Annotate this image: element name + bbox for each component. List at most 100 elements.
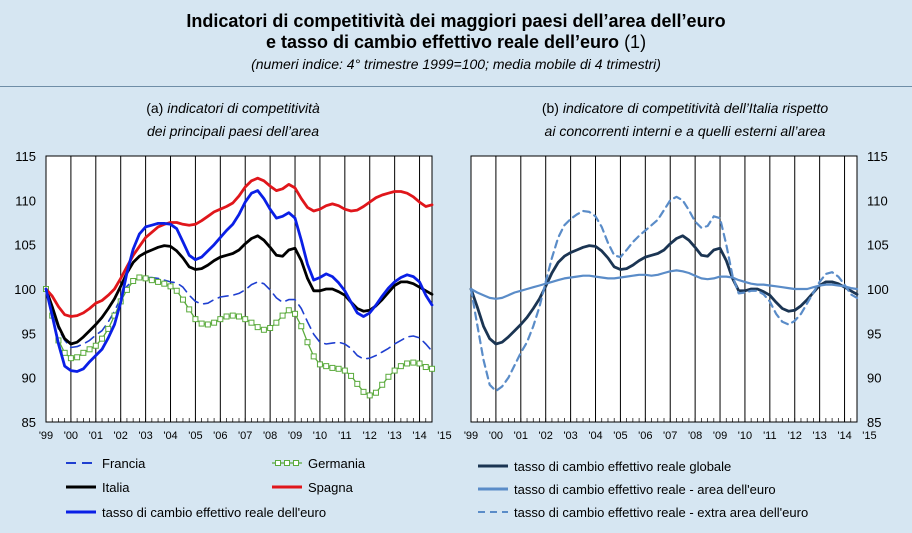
panel-b-x-tick-label: '00 xyxy=(489,430,503,442)
series-marker-germania xyxy=(161,280,168,287)
panel-a-x-tick-label: '07 xyxy=(238,430,252,442)
panel-b-x-tick-label: '15 xyxy=(862,430,876,442)
legend-label-euro: tasso di cambio effettivo reale dell'eur… xyxy=(102,505,326,520)
panel-b-x-tick-label: '12 xyxy=(788,430,802,442)
panel-a-y-tick-label: 105 xyxy=(14,238,36,253)
series-marker-germania xyxy=(285,307,292,314)
series-marker-germania xyxy=(236,313,242,320)
series-marker-germania xyxy=(422,364,429,371)
series-marker-germania xyxy=(335,365,342,372)
panel-b: 85 90 95 100 105 110 115 '99 '00 '01 '02 '03 '04 '05 '… xyxy=(464,149,889,442)
series-marker-germania xyxy=(99,335,106,342)
series-marker-germania xyxy=(354,380,361,387)
panel-b-title-line1: (b) indicatore di competitività dell’Ita… xyxy=(542,100,829,116)
series-marker-germania xyxy=(348,372,355,379)
series-marker-germania xyxy=(323,363,330,370)
series-marker-germania xyxy=(155,278,162,285)
legend-marker-germania xyxy=(293,460,299,466)
series-marker-germania xyxy=(186,306,193,313)
panel-b-x-tick-label: '11 xyxy=(763,430,777,442)
panel-a-x-tick-label: '05 xyxy=(188,430,202,442)
header-divider xyxy=(0,86,912,87)
series-marker-germania xyxy=(310,353,317,360)
panel-a-x-tick-label: '04 xyxy=(163,430,177,442)
panel-a-x-tick-label: '09 xyxy=(288,430,302,442)
panel-a-title-line2: dei principali paesi dell’area xyxy=(147,123,319,139)
panel-a-x-tick-label: '13 xyxy=(387,430,401,442)
series-marker-germania xyxy=(391,367,398,374)
panel-b-x-tick-label: '99 xyxy=(464,430,478,442)
series-marker-germania xyxy=(86,346,93,353)
panel-b-y-tick-label: 100 xyxy=(867,282,889,297)
series-marker-germania xyxy=(179,296,186,303)
panel-a-y-tick-label: 95 xyxy=(22,326,36,341)
legend-label-spagna: Spagna xyxy=(308,480,354,495)
legend-label-extra: tasso di cambio effettivo reale - extra … xyxy=(514,505,808,520)
legend-marker-germania xyxy=(284,460,290,466)
series-marker-germania xyxy=(397,363,404,370)
panel-a-title-prefix: (a) xyxy=(146,100,163,116)
series-line-globale xyxy=(469,234,859,346)
panel-b-title-line2: ai concorrenti interni e a quelli estern… xyxy=(545,123,826,139)
panel-b-y-tick-label: 85 xyxy=(867,415,881,430)
panel-b-y-tick-label: 90 xyxy=(867,371,881,386)
legend-label-globale: tasso di cambio effettivo reale globale xyxy=(514,459,731,474)
title-line2-text: e tasso di cambio effettivo reale dell’e… xyxy=(265,32,620,52)
panel-b-x-tick-label: '09 xyxy=(713,430,727,442)
panel-b-x-tick-label: '02 xyxy=(539,430,553,442)
panel-b-y-tick-label: 110 xyxy=(867,193,888,208)
panel-a-x-tick-label: '02 xyxy=(114,430,128,442)
legend-a: Francia Germania Italia Spagna tasso di camb… xyxy=(66,456,366,520)
panel-b-x-tick-label: '13 xyxy=(812,430,826,442)
series-marker-germania xyxy=(410,359,417,366)
panel-a-x-tick-label: '00 xyxy=(64,430,78,442)
series-marker-germania xyxy=(341,367,348,374)
series-marker-germania xyxy=(292,310,299,317)
legend-label-germania: Germania xyxy=(308,456,366,471)
series-marker-germania xyxy=(298,323,305,330)
series-marker-germania xyxy=(242,316,249,323)
panel-b-y-tick-label: 115 xyxy=(867,149,888,164)
legend-label-area: tasso di cambio effettivo reale - area d… xyxy=(514,482,776,497)
panel-b-x-tick-label: '01 xyxy=(514,430,528,442)
series-line-italia xyxy=(44,234,434,346)
series-line-francia xyxy=(45,276,433,360)
figure-title-line2: e tasso di cambio effettivo reale dell’e… xyxy=(0,32,912,53)
series-marker-germania xyxy=(67,355,74,362)
panel-b-title-prefix: (b) xyxy=(542,100,559,116)
series-marker-germania xyxy=(136,274,143,281)
panel-b-x-tick-label: '04 xyxy=(588,430,602,442)
series-line-extra xyxy=(469,195,859,393)
series-marker-germania xyxy=(416,360,423,367)
figure-title-line1: Indicatori di competitività dei maggiori… xyxy=(186,11,726,31)
panel-a-y-tick-label: 115 xyxy=(15,149,36,164)
series-marker-germania xyxy=(61,349,68,356)
series-marker-germania xyxy=(192,316,199,323)
series-marker-germania xyxy=(429,365,435,372)
panel-a-x-tick-label: '03 xyxy=(138,430,152,442)
series-marker-germania xyxy=(366,392,373,399)
series-marker-germania xyxy=(379,381,386,388)
panel-b-title-text: indicatore di competitività dell’Italia … xyxy=(563,100,829,116)
series-marker-germania xyxy=(248,319,255,326)
series-marker-germania xyxy=(92,342,99,349)
series-marker-germania xyxy=(105,325,112,332)
panel-a-title-text: indicatori di competitività xyxy=(167,100,320,116)
series-marker-germania xyxy=(80,349,87,356)
series-marker-germania xyxy=(404,360,411,367)
series-line-euro xyxy=(44,189,434,373)
panel-a-y-tick-label: 110 xyxy=(15,193,36,208)
panel-b-x-tick-label: '06 xyxy=(638,430,652,442)
panel-a-x-tick-label: '12 xyxy=(363,430,377,442)
panel-a-x-tick-label: '11 xyxy=(338,430,352,442)
series-marker-germania xyxy=(229,312,236,319)
panel-a-x-tick-label: '06 xyxy=(213,430,227,442)
panel-b-x-tick-label: '05 xyxy=(613,430,627,442)
panel-a-x-tick-label: '99 xyxy=(39,430,53,442)
series-marker-germania xyxy=(360,388,367,395)
series-line-spagna xyxy=(44,176,434,318)
series-marker-germania xyxy=(273,319,280,326)
panel-a-x-tick-label: '15 xyxy=(437,430,451,442)
series-marker-germania xyxy=(254,324,261,331)
